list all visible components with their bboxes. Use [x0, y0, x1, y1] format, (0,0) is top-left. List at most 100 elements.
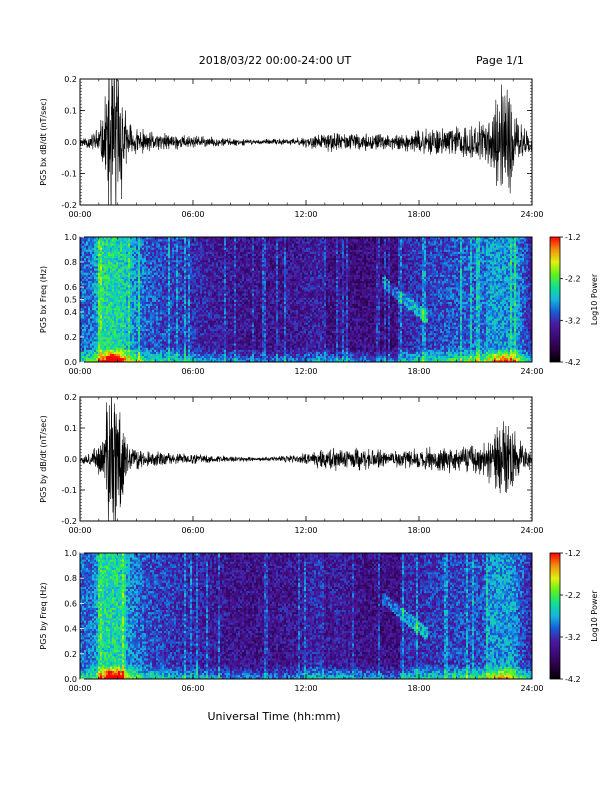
- spectrogram-cell: [102, 350, 104, 352]
- spectrogram-cell: [112, 260, 114, 262]
- spectrogram-cell: [88, 277, 90, 279]
- spectrogram-cell: [102, 352, 104, 354]
- spectrogram-cell: [118, 320, 120, 322]
- spectrogram-cell: [84, 272, 86, 274]
- spectrogram-cell: [98, 297, 100, 299]
- spectrogram-cell: [98, 285, 100, 287]
- spectrogram-cell: [106, 354, 108, 356]
- spectrogram-cell: [110, 245, 112, 247]
- spectrogram-cell: [108, 352, 110, 354]
- spectrogram-cell: [84, 243, 86, 245]
- spectrogram-cell: [98, 245, 100, 247]
- spectrogram-cell: [114, 281, 116, 283]
- spectrogram-cell: [100, 343, 102, 345]
- spectrogram-cell: [100, 287, 102, 289]
- spectrogram-cell: [110, 279, 112, 281]
- spectrogram-cell: [88, 260, 90, 262]
- spectrogram-cell: [98, 337, 100, 339]
- spectrogram-cell: [88, 250, 90, 252]
- spectrogram-cell: [106, 245, 108, 247]
- spectrogram-cell: [100, 310, 102, 312]
- spectrogram-cell: [96, 275, 98, 277]
- spectrogram-cell: [118, 358, 120, 360]
- spectrogram-cell: [98, 302, 100, 304]
- spectrogram-cell: [102, 266, 104, 268]
- spectrogram-cell: [94, 339, 96, 341]
- spectrogram-cell: [118, 281, 120, 283]
- spectrogram-cell: [96, 264, 98, 266]
- spectrogram-cell: [118, 335, 120, 337]
- spectrogram-cell: [88, 327, 90, 329]
- spectrogram-cell: [104, 331, 106, 333]
- spectrogram-cell: [112, 289, 114, 291]
- spectrogram-cell: [90, 281, 92, 283]
- spectrogram-cell: [92, 256, 94, 258]
- spectrogram-cell: [112, 262, 114, 264]
- spectrogram-cell: [106, 281, 108, 283]
- spectrogram-cell: [116, 281, 118, 283]
- spectrogram-cell: [98, 262, 100, 264]
- spectrogram-cell: [92, 262, 94, 264]
- spectrogram-cell: [92, 333, 94, 335]
- spectrogram-cell: [84, 339, 86, 341]
- spectrogram-cell: [94, 291, 96, 293]
- spectrogram-cell: [86, 277, 88, 279]
- spectrogram-cell: [82, 293, 84, 295]
- spectrogram-cell: [102, 337, 104, 339]
- spectrogram-cell: [110, 243, 112, 245]
- spectrogram-cell: [96, 283, 98, 285]
- spectrogram-cell: [110, 277, 112, 279]
- spectrogram-cell: [88, 295, 90, 297]
- spectrogram-cell: [110, 283, 112, 285]
- spectrogram-cell: [88, 308, 90, 310]
- spectrogram-cell: [94, 314, 96, 316]
- spectrogram-cell: [96, 331, 98, 333]
- spectrogram-cell: [108, 247, 110, 249]
- spectrogram-cell: [100, 358, 102, 360]
- spectrogram-cell: [112, 356, 114, 358]
- spectrogram-cell: [98, 350, 100, 352]
- spectrogram-cell: [120, 325, 122, 327]
- spectrogram-cell: [82, 268, 84, 270]
- spectrogram-cell: [102, 329, 104, 331]
- spectrogram-cell: [82, 356, 84, 358]
- spectrogram-cell: [86, 337, 88, 339]
- spectrogram-cell: [92, 335, 94, 337]
- spectrogram-cell: [90, 337, 92, 339]
- spectrogram-cell: [106, 258, 108, 260]
- spectrogram-cell: [86, 283, 88, 285]
- spectrogram-cell: [86, 343, 88, 345]
- spectrogram-cell: [116, 250, 118, 252]
- spectrogram-cell: [106, 339, 108, 341]
- spectrogram-cell: [118, 310, 120, 312]
- spectrogram-cell: [82, 245, 84, 247]
- spectrogram-cell: [82, 247, 84, 249]
- spectrogram-cell: [116, 310, 118, 312]
- spectrogram-cell: [120, 345, 122, 347]
- spectrogram-cell: [116, 252, 118, 254]
- spectrogram-cell: [118, 356, 120, 358]
- spectrogram-cell: [112, 312, 114, 314]
- spectrogram-cell: [100, 283, 102, 285]
- spectrogram-cell: [102, 358, 104, 360]
- spectrogram-cell: [102, 291, 104, 293]
- spectrogram-cell: [104, 270, 106, 272]
- spectrogram-cell: [96, 335, 98, 337]
- spectrogram-cell: [118, 297, 120, 299]
- spectrogram-cell: [86, 266, 88, 268]
- spectrogram-cell: [92, 264, 94, 266]
- spectrogram-cell: [96, 310, 98, 312]
- spectrogram-cell: [84, 266, 86, 268]
- spectrogram-cell: [98, 318, 100, 320]
- spectrogram-cell: [94, 245, 96, 247]
- spectrogram-cell: [86, 347, 88, 349]
- spectrogram-cell: [112, 320, 114, 322]
- spectrogram-cell: [118, 312, 120, 314]
- spectrogram-cell: [84, 343, 86, 345]
- spectrogram-cell: [120, 331, 122, 333]
- spectrogram-cell: [102, 354, 104, 356]
- spectrogram-cell: [84, 241, 86, 243]
- spectrogram-cell: [116, 285, 118, 287]
- spectrogram-cell: [108, 254, 110, 256]
- spectrogram-cell: [90, 272, 92, 274]
